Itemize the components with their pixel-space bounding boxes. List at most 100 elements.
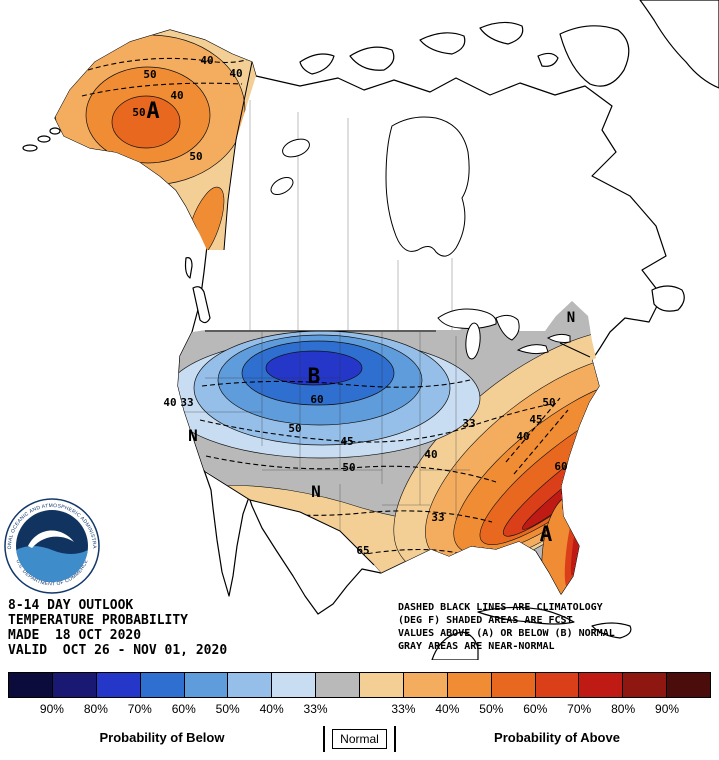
colorbar-tick: 40% [259, 702, 284, 716]
colorbar-cell [272, 673, 317, 697]
colorbar-cell [52, 673, 97, 697]
title-line-2: TEMPERATURE PROBABILITY [8, 613, 189, 628]
map-label-33: 33 [180, 396, 193, 409]
map-label-A: A [146, 99, 159, 124]
us-canada-border [205, 330, 591, 358]
map-label-45: 45 [529, 413, 542, 426]
colorbar-tick: 90% [39, 702, 64, 716]
arctic-island [479, 21, 524, 45]
map-label-40: 40 [200, 54, 213, 67]
map-label-A: A [540, 522, 553, 546]
yucatan [431, 631, 479, 660]
hispaniola [591, 622, 632, 639]
haida-island [184, 257, 193, 279]
normal-left-tick [323, 726, 325, 752]
colorbar-tick: 50% [479, 702, 504, 716]
aleutian-island [37, 135, 51, 143]
map-label-40: 40 [163, 396, 176, 409]
map-label-N: N [188, 426, 198, 445]
cuba [477, 606, 575, 625]
colorbar-cell [184, 673, 229, 697]
noaa-logo: NATIONAL OCEANIC AND ATMOSPHERIC ADMINIS… [0, 492, 102, 596]
greenland [639, 0, 719, 89]
normal-right-tick [394, 726, 396, 752]
colorbar-cell [228, 673, 273, 697]
colorbar-cell [403, 673, 448, 697]
colorbar-tick: 60% [171, 702, 196, 716]
map-label-60: 60 [310, 393, 323, 406]
arctic-island [299, 53, 335, 75]
aleutian-island [22, 144, 38, 152]
map-label-N: N [567, 310, 575, 326]
seagull-icon [28, 530, 74, 548]
arctic-island [537, 52, 559, 67]
great-slave-lake [270, 176, 294, 196]
inland-waters [270, 116, 571, 360]
alaska-climatology-dashed-lines [81, 57, 253, 97]
note-line-3: VALUES ABOVE (A) OR BELOW (B) NORMAL [398, 628, 615, 639]
colorbar-tick: 70% [567, 702, 592, 716]
arctic-island [419, 32, 466, 55]
colorbar-cell [579, 673, 624, 697]
map-label-40: 40 [424, 448, 437, 461]
colorbar-tick: 33% [303, 702, 328, 716]
map-label-50: 50 [288, 422, 301, 435]
colorbar-tick: 90% [655, 702, 680, 716]
title-block: 8-14 DAY OUTLOOK TEMPERATURE PROBABILITY… [8, 598, 227, 658]
alaska-canada-border [223, 61, 253, 251]
map-label-33: 33 [462, 417, 475, 430]
arctic-island [349, 46, 395, 71]
map-label-33: 33 [431, 511, 444, 524]
note-line-2: (DEG F) SHADED AREAS ARE FCST [398, 615, 573, 626]
colorbar-tick: 80% [83, 702, 108, 716]
lake-superior [437, 308, 497, 329]
colorbar-tick: 70% [127, 702, 152, 716]
map-label-50: 50 [342, 461, 355, 474]
us-mexico-border [203, 470, 375, 566]
map-label-65: 65 [356, 544, 369, 557]
hudson-bay [385, 116, 470, 257]
colorbar-cell [447, 673, 492, 697]
colorbar-cell [667, 673, 710, 697]
aleutian-island [49, 127, 61, 135]
colorbar-tick: 60% [523, 702, 548, 716]
colorbar-tick: 50% [215, 702, 240, 716]
logo-ocean [16, 546, 88, 582]
colorbar-tick: 33% [391, 702, 416, 716]
lake-michigan [465, 322, 481, 360]
map-label-N: N [311, 482, 321, 501]
colorbar-cell [491, 673, 536, 697]
legend-note-block: DASHED BLACK LINES ARE CLIMATOLOGY (DEG … [398, 601, 615, 653]
great-bear-lake [282, 138, 310, 158]
map-label-50: 50 [143, 68, 156, 81]
state-province-borders [184, 100, 470, 531]
map-label-50: 50 [132, 106, 145, 119]
map-label-40: 40 [229, 67, 242, 80]
vancouver-island [192, 286, 211, 324]
map-label-60: 60 [554, 460, 567, 473]
baffin-island [559, 25, 630, 87]
colorbar-cell [9, 673, 53, 697]
normal-label: Normal [332, 729, 387, 749]
title-line-3: MADE 18 OCT 2020 [8, 628, 142, 643]
note-line-4: GRAY AREAS ARE NEAR-NORMAL [398, 641, 555, 652]
lake-huron [495, 314, 520, 341]
probability-of-above-label: Probability of Above [494, 730, 620, 745]
colorbar-cell [360, 673, 404, 697]
central-below-normal-region [178, 330, 481, 459]
map-label-B: B [308, 364, 321, 388]
map-label-40: 40 [516, 430, 529, 443]
colorbar-cell [535, 673, 580, 697]
newfoundland [651, 285, 685, 312]
lower48-forecast-shading [178, 301, 599, 594]
probability-colorbar [8, 672, 711, 698]
normal-legend-marker: Normal [323, 726, 396, 752]
noaa-emblem: NATIONAL OCEANIC AND ATMOSPHERIC ADMINIS… [0, 492, 100, 594]
national-borders [203, 61, 591, 566]
lake-ontario [546, 333, 571, 343]
title-line-4: VALID OCT 26 - NOV 01, 2020 [8, 643, 228, 658]
map-label-50: 50 [189, 150, 202, 163]
probability-of-below-label: Probability of Below [99, 730, 225, 745]
